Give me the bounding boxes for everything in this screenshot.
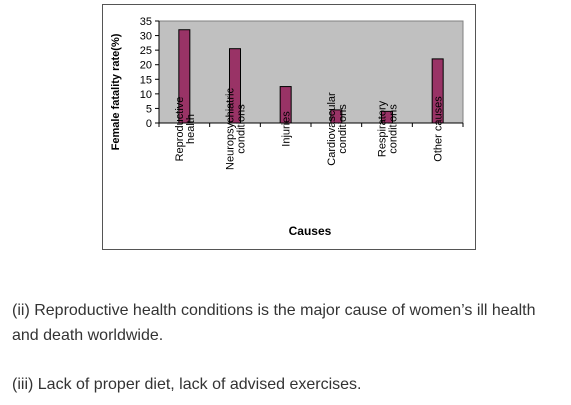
- x-category-label-line: Injuries: [281, 111, 293, 147]
- x-category-label: Injuries: [281, 111, 293, 147]
- bar: [178, 29, 191, 124]
- x-category-label: Other causes: [433, 96, 445, 162]
- chart-frame: 0 5 10 15 20 25 30 35 Reproductivehealth Neuropsy…: [102, 4, 476, 250]
- answer-paragraph-ii: (ii) Reproductive health conditions is t…: [12, 298, 536, 348]
- x-category-label-line: conditions: [236, 104, 248, 154]
- y-tick-label: 25: [140, 45, 152, 57]
- x-category-label-line: Other causes: [433, 96, 445, 162]
- x-category-label-line: conditions: [388, 104, 400, 154]
- y-tick-label: 30: [140, 31, 152, 43]
- bar-chart: 0 5 10 15 20 25 30 35 Reproductivehealth Neuropsy…: [110, 16, 464, 238]
- x-category-label-line: Reproductive: [174, 97, 186, 162]
- x-category-label-line: health: [185, 114, 197, 144]
- y-tick-label: 5: [146, 103, 152, 115]
- answer-paragraph-iii: (iii) Lack of proper diet, lack of advis…: [12, 376, 362, 393]
- bar: [330, 109, 343, 124]
- plot-area: [158, 20, 464, 124]
- answer-ii-line2: and death worldwide.: [12, 327, 164, 344]
- y-tick-label: 15: [140, 74, 152, 86]
- bar: [431, 58, 444, 124]
- x-category-label: Respiratoryconditions: [377, 100, 400, 157]
- x-category-label-line: Cardiovascular: [326, 92, 338, 166]
- x-category-label-line: Neuropsychiatric: [225, 88, 237, 170]
- x-category-label-line: Respiratory: [377, 100, 389, 157]
- bar: [279, 86, 292, 124]
- x-category-label: Neuropsychiatricconditions: [225, 88, 248, 170]
- x-category-label-line: conditions: [337, 104, 349, 154]
- x-category-label: Reproductivehealth: [174, 97, 197, 162]
- bar: [229, 48, 241, 124]
- x-category-label: Cardiovascularconditions: [326, 92, 349, 166]
- y-tick-label: 0: [146, 118, 152, 130]
- y-tick-label: 20: [140, 60, 152, 72]
- y-axis-title: Female fatality rate(%): [110, 33, 122, 150]
- answer-ii-line1: (ii) Reproductive health conditions is t…: [12, 302, 536, 319]
- y-tick-label: 35: [140, 16, 152, 28]
- x-axis-title: Causes: [289, 224, 332, 238]
- y-tick-label: 10: [140, 89, 152, 101]
- bar: [381, 110, 393, 124]
